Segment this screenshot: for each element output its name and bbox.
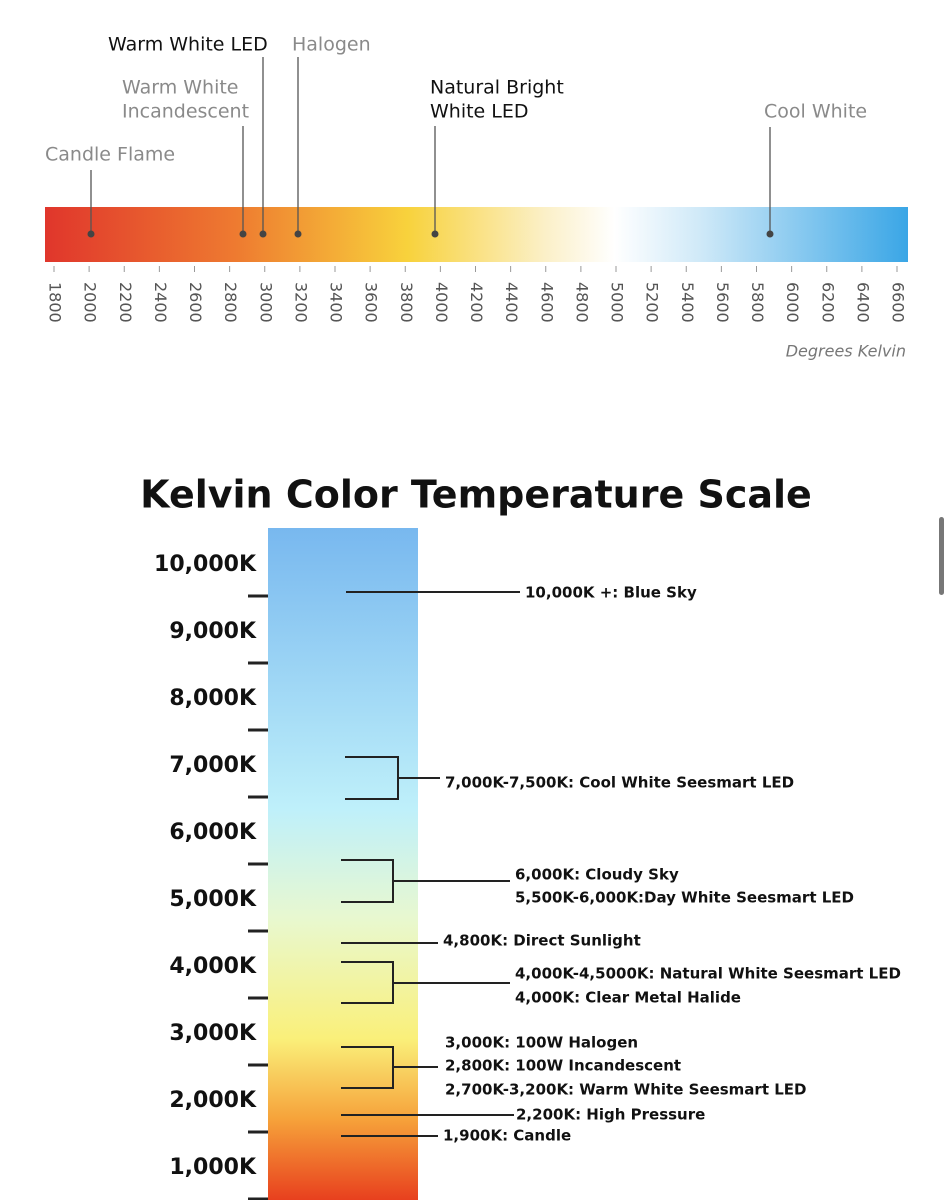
bracket: [345, 756, 440, 800]
tick-label: 3800: [397, 282, 416, 323]
top-scale: Warm White LED Halogen Warm White Incand…: [45, 34, 908, 361]
level-label: 2,000K: [169, 1088, 257, 1113]
tick-label: 4200: [467, 282, 486, 323]
label: Incandescent: [122, 101, 249, 123]
annotation: 6,000K: Cloudy Sky: [515, 866, 679, 884]
label: Warm White LED: [108, 34, 268, 56]
label: White LED: [430, 101, 529, 123]
tick-label: 3200: [291, 282, 310, 323]
tick-label: 4600: [537, 282, 556, 323]
annotation: 4,800K: Direct Sunlight: [443, 932, 641, 950]
marker: [431, 230, 439, 238]
bracket: [341, 961, 510, 1004]
level-label: 7,000K: [169, 753, 257, 778]
level-label: 4,000K: [169, 954, 257, 979]
tick-label: 3000: [256, 282, 275, 323]
level-label: 9,000K: [169, 619, 257, 644]
level-label: 10,000K: [154, 552, 257, 577]
annotation: 10,000K +: Blue Sky: [525, 584, 697, 602]
tick-label: 5400: [678, 282, 697, 323]
tick-label: 6600: [889, 282, 908, 323]
annotation: 2,200K: High Pressure: [516, 1106, 705, 1124]
annotation: 5,500K-6,000K:Day White Seesmart LED: [515, 889, 854, 907]
tick-label: 2800: [221, 282, 240, 323]
level-label: 6,000K: [169, 820, 257, 845]
level-label: 5,000K: [169, 887, 257, 912]
color-bar: [268, 528, 418, 1200]
bracket: [341, 1046, 438, 1089]
title: Kelvin Color Temperature Scale: [140, 473, 812, 517]
tick-label: 4000: [432, 282, 451, 323]
level-label: 3,000K: [169, 1021, 257, 1046]
axis-label: Degrees Kelvin: [786, 342, 906, 361]
annotation: 4,000K-4,5000K: Natural White Seesmart L…: [515, 965, 901, 983]
tick-label: 4800: [572, 282, 591, 323]
label: Warm White: [122, 77, 239, 99]
tick-label: 5600: [713, 282, 732, 323]
tick-label: 2400: [151, 282, 170, 323]
annotation: 2,800K: 100W Incandescent: [445, 1057, 681, 1075]
annotation: 2,700K-3,200K: Warm White Seesmart LED: [445, 1081, 806, 1099]
marker: [87, 230, 95, 238]
color-bar: [45, 207, 908, 262]
tick-label: 5000: [608, 282, 627, 323]
label: Cool White: [764, 101, 867, 123]
tick-label: 6200: [818, 282, 837, 323]
marker: [239, 230, 247, 238]
annotation: 3,000K: 100W Halogen: [445, 1034, 638, 1052]
tick-label: 5800: [748, 282, 767, 323]
annotation: 4,000K: Clear Metal Halide: [515, 989, 741, 1007]
tick-label: 1800: [46, 282, 65, 323]
tick-label: 2200: [116, 282, 135, 323]
tick-label: 2000: [81, 282, 100, 323]
annotation: 7,000K-7,500K: Cool White Seesmart LED: [445, 774, 794, 792]
annotation: 1,900K: Candle: [443, 1127, 571, 1145]
tick-label: 3600: [362, 282, 381, 323]
scrollbar[interactable]: [939, 517, 944, 595]
label: Halogen: [292, 34, 371, 56]
label: Candle Flame: [45, 144, 175, 166]
tick-label: 4400: [502, 282, 521, 323]
marker: [259, 230, 267, 238]
bottom-scale: Kelvin Color Temperature Scale 10,000K +…: [140, 473, 901, 1201]
tick-label: 6000: [783, 282, 802, 323]
label: Natural Bright: [430, 77, 564, 99]
tick-label: 6400: [853, 282, 872, 323]
tick-label: 3400: [327, 282, 346, 323]
marker: [766, 230, 774, 238]
marker: [294, 230, 302, 238]
level-label: 8,000K: [169, 686, 257, 711]
bracket: [341, 859, 510, 903]
tick-label: 2600: [186, 282, 205, 323]
tick-label: 5200: [643, 282, 662, 323]
level-label: 1,000K: [169, 1155, 257, 1180]
